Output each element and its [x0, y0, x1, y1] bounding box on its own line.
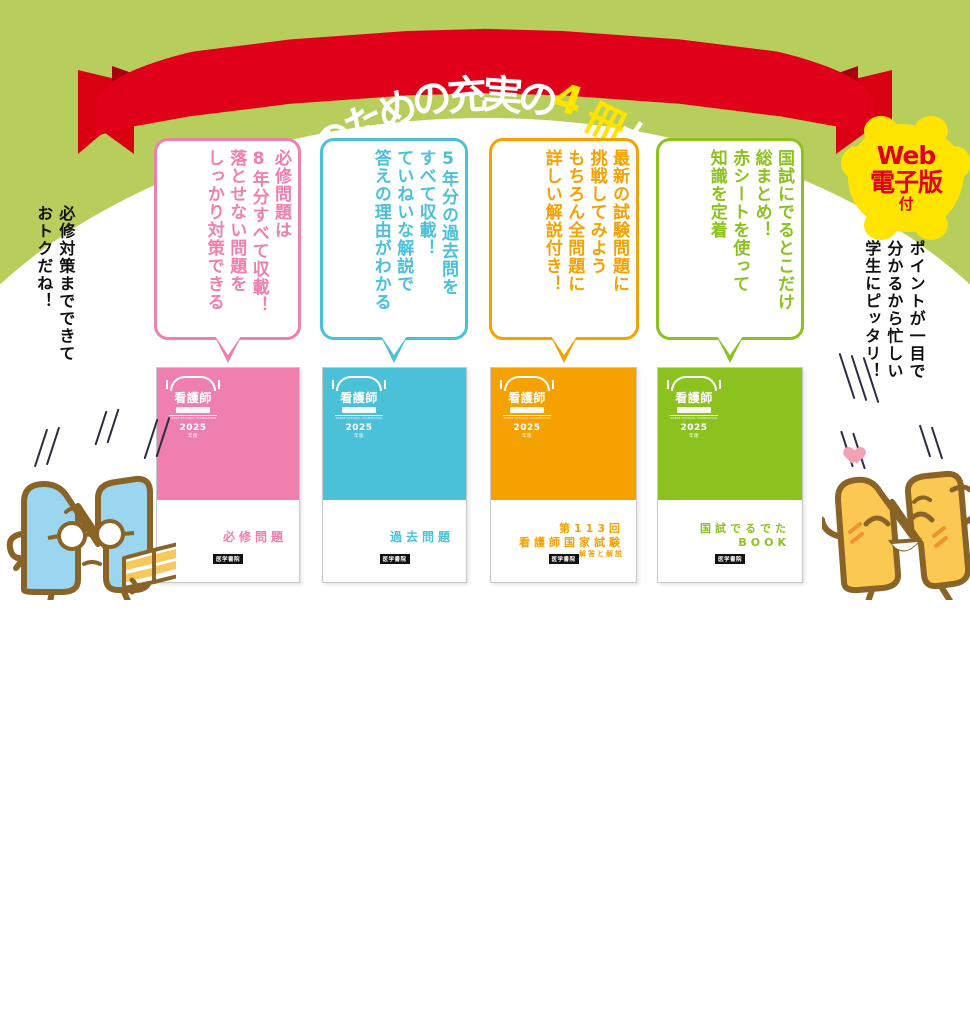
bubble-line: 5年分の過去問を — [438, 149, 458, 296]
logo-divider — [670, 415, 718, 417]
mascot-right-orange-n — [811, 440, 970, 615]
bubble-tail-inner — [717, 336, 743, 355]
note-line: 分かるから忙しい — [884, 240, 904, 380]
book-subtitle: 解答と解説 — [579, 549, 624, 558]
logo-year: 2025 — [513, 423, 541, 434]
badge-line-1: Web — [876, 141, 937, 171]
book-title: 必修問題 — [223, 530, 287, 545]
bubble-line: 落とせない問題を — [226, 149, 247, 293]
bubble-text: 5年分の過去問を すべて収載！ ていねいな解説で 答えの理由がわかる — [330, 149, 458, 329]
bubble-line: もちろん全問題に — [564, 149, 585, 293]
badge-bump-3 — [864, 210, 898, 240]
logo-tiny-text: NURSE NATIONAL EXAMINATION — [335, 417, 383, 421]
bubble-line: 詳しい解説付き！ — [541, 149, 562, 293]
bubble-line: 最新の試験問題に — [609, 149, 629, 293]
bubble-text: 最新の試験問題に 挑戦してみよう もちろん全問題に 詳しい解説付き！ — [499, 149, 629, 329]
logo-divider — [169, 415, 217, 417]
speech-bubble-1: 必修問題は 8年分すべて収載！ 落とせない問題を しっかり対策できる — [154, 138, 301, 363]
speech-bubble-2: 5年分の過去問を すべて収載！ ていねいな解説で 答えの理由がわかる — [320, 138, 468, 363]
bubble-line: 知識を定着 — [706, 149, 727, 239]
logo-arc-icon — [170, 376, 216, 391]
logo-main-text: 看護師 — [174, 391, 212, 405]
bubble-line: 必修問題は — [271, 149, 291, 239]
book-title: 国試でるでた BOOK — [700, 522, 790, 550]
logo-tiny-text: NURSE NATIONAL EXAMINATION — [503, 417, 551, 421]
book-cover-1: 看護師国家試験問題集 NURSE NATIONAL EXAMINATION 2025… — [156, 367, 300, 583]
speech-bubble-3: 最新の試験問題に 挑戦してみよう もちろん全問題に 詳しい解説付き！ — [489, 138, 639, 363]
web-edition-badge: Web 電子版 付 — [841, 116, 970, 240]
ribbon-banner: 合格のための充実の4冊セット — [0, 18, 970, 219]
bubble-line: 8年分すべて収載！ — [248, 149, 269, 314]
bubble-text: 国試にでるとこだけ 総まとめ！ 赤シートを使って 知識を定着 — [666, 149, 794, 329]
book-title-line: 国試でるでた — [700, 522, 790, 535]
book-cover-2: 看護師国家試験問題集 NURSE NATIONAL EXAMINATION 2025… — [322, 367, 467, 583]
logo-arc-icon — [504, 376, 550, 391]
note-line: おトクだね！ — [34, 205, 54, 310]
logo-sub-text: 国家試験問題集 — [510, 407, 544, 414]
note-line: 学生にピッタリ！ — [862, 240, 882, 380]
nurse-exam-logo: 看護師国家試験問題集 NURSE NATIONAL EXAMINATION 2025… — [667, 376, 721, 439]
logo-main-text: 看護師 — [675, 391, 713, 405]
logo-year: 2025 — [345, 423, 373, 434]
logo-sub-text: 国家試験問題集 — [342, 407, 376, 414]
logo-year: 2025 — [179, 423, 207, 434]
nurse-exam-logo: 看護師国家試験問題集 NURSE NATIONAL EXAMINATION 2025… — [500, 376, 554, 439]
logo-year-suffix: 年版 — [188, 434, 198, 440]
book-title-line: 第113回 — [559, 522, 624, 535]
note-line: ポイントが一目で — [906, 240, 926, 380]
book-title-line: BOOK — [738, 535, 790, 549]
bubble-line: すべて収載！ — [415, 149, 436, 257]
logo-main-text: 看護師 — [340, 391, 378, 405]
nurse-exam-logo: 看護師国家試験問題集 NURSE NATIONAL EXAMINATION 2025… — [166, 376, 220, 439]
bubble-line: 答えの理由がわかる — [370, 149, 391, 311]
poster-canvas: 合格のための充実の4冊セット Web 電子版 付 必修問題は8年分すべて収載！落… — [0, 0, 970, 600]
note-line: 必修対策までできて — [56, 205, 76, 363]
bubble-tail-inner — [551, 336, 577, 355]
badge-bump-2 — [914, 116, 948, 146]
mascot-left-blue-n — [6, 440, 180, 619]
bubble-tail-inner — [381, 336, 407, 355]
bubble-line: 国試にでるとこだけ — [774, 149, 794, 311]
logo-year-suffix: 年版 — [354, 434, 364, 440]
book-cover-3: 看護師国家試験問題集 NURSE NATIONAL EXAMINATION 2025… — [490, 367, 637, 583]
note-left: 必修対策までできて おトクだね！ — [34, 205, 75, 363]
bubble-tail-inner — [214, 336, 241, 355]
logo-year-suffix: 年版 — [522, 434, 532, 440]
book-title-line: 看護師国家試験 — [519, 535, 624, 549]
speech-bubble-4: 国試にでるとこだけ 総まとめ！ 赤シートを使って 知識を定着 — [656, 138, 804, 363]
book-title-line: 過去問題 — [389, 530, 454, 544]
nurse-exam-logo: 看護師国家試験問題集 NURSE NATIONAL EXAMINATION 2025… — [332, 376, 386, 439]
badge-burst-shape — [841, 124, 970, 232]
bubble-line: しっかり対策できる — [203, 149, 224, 311]
badge-line-3: 付 — [898, 194, 914, 213]
logo-tiny-text: NURSE NATIONAL EXAMINATION — [670, 417, 718, 421]
logo-arc-icon — [336, 376, 382, 391]
logo-arc-icon — [671, 376, 717, 391]
publisher-mark: 医学書院 — [548, 554, 579, 564]
logo-main-text: 看護師 — [508, 391, 546, 405]
badge-line-2: 電子版 — [869, 167, 943, 197]
bubble-line: ていねいな解説で — [393, 149, 414, 293]
logo-sub-text: 国家試験問題集 — [677, 407, 711, 414]
bubble-line: 赤シートを使って — [729, 149, 750, 293]
note-right: ポイントが一目で 分かるから忙しい 学生にピッタリ！ — [862, 240, 926, 380]
bubble-line: 挑戦してみよう — [586, 149, 607, 275]
publisher-mark: 医学書院 — [379, 554, 410, 564]
logo-tiny-text: NURSE NATIONAL EXAMINATION — [169, 417, 217, 421]
logo-sub-text: 国家試験問題集 — [176, 407, 210, 414]
bubble-line: 総まとめ！ — [751, 149, 772, 239]
logo-year: 2025 — [680, 423, 708, 434]
book-title-line: 必修問題 — [222, 530, 287, 544]
logo-divider — [335, 415, 383, 417]
book-title: 過去問題 — [390, 530, 454, 545]
badge-bump-4 — [914, 210, 948, 240]
logo-year-suffix: 年版 — [689, 434, 699, 440]
bubble-text: 必修問題は 8年分すべて収載！ 落とせない問題を しっかり対策できる — [164, 149, 291, 329]
book-cover-4: 看護師国家試験問題集 NURSE NATIONAL EXAMINATION 2025… — [657, 367, 803, 583]
book-title: 第113回 看護師国家試験 解答と解説 — [519, 522, 624, 558]
badge-bump-1 — [864, 116, 898, 146]
publisher-mark: 医学書院 — [212, 554, 244, 564]
logo-divider — [503, 415, 551, 417]
publisher-mark: 医学書院 — [714, 554, 746, 564]
